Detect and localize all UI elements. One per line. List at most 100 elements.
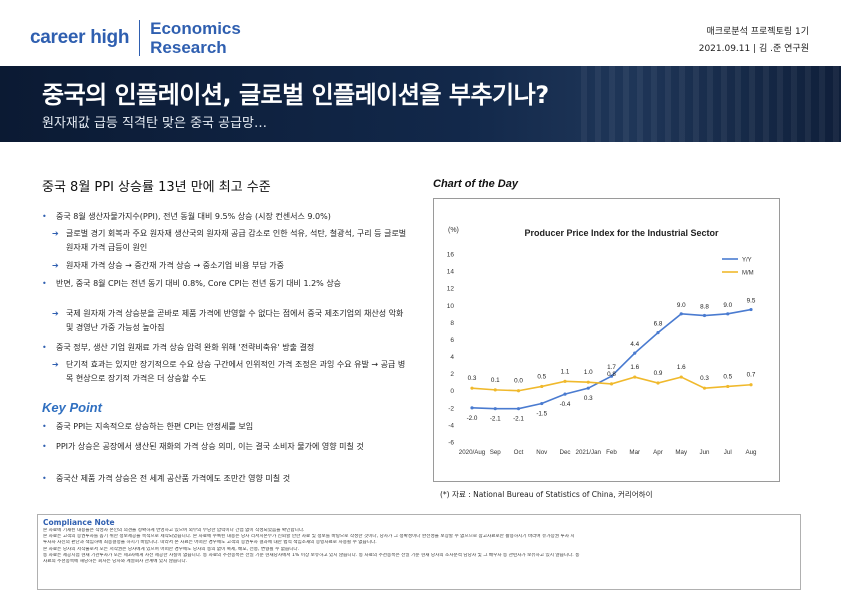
data-point <box>540 384 544 389</box>
data-label: 1.6 <box>677 364 686 371</box>
y-tick-label: 12 <box>447 286 455 293</box>
x-tick-label: Nov <box>536 449 548 456</box>
chart-of-the-day-label: Chart of the Day <box>433 178 518 190</box>
data-label: -0.4 <box>560 401 571 408</box>
chart-title: Producer Price Index for the Industrial … <box>524 228 719 238</box>
x-tick-label: Feb <box>606 449 617 456</box>
data-label: 0.7 <box>747 372 756 379</box>
data-point <box>563 392 567 396</box>
data-label: 1.0 <box>584 369 593 376</box>
data-point <box>656 381 660 385</box>
compliance-line: 자료의 추천종목에 해당하는 회사는 당사와 계열회사 관계에 있지 않습니다. <box>43 559 188 565</box>
data-point <box>633 375 637 379</box>
data-point <box>702 386 707 390</box>
x-tick-label: Sep <box>490 449 502 456</box>
y-tick-label: -6 <box>448 440 454 447</box>
data-label: 8.8 <box>700 304 709 311</box>
chart-frame: Producer Price Index for the Industrial … <box>433 198 780 482</box>
sub-bullet-item: ➔ 국제 원자재 가격 상승분을 곧바로 제품 가격에 반영할 수 없다는 점에… <box>52 307 412 334</box>
sub-bullet-item: ➔ 원자재 가격 상승 → 중간재 가격 상승 → 중소기업 비용 부담 가중 <box>52 259 412 273</box>
compliance-line: 투자자 자신의 판단과 책임하에 최종결정을 하시기 바랍니다. 따라서 본 자… <box>43 540 377 546</box>
title-banner: 중국의 인플레이션, 글로벌 인플레이션을 부추기나? 원자재값 급등 직격탄 … <box>0 66 841 142</box>
bullet-text: 반면, 중국 8월 CPI는 전년 동기 대비 0.8%, Core CPI는 … <box>56 279 342 288</box>
key-point-item: • PPI가 상승은 공장에서 생산된 재화의 가격 상승 의미, 이는 결국 … <box>42 440 410 454</box>
x-tick-label: Dec <box>559 449 570 456</box>
bullet-item: • 중국 정부, 생산 기업 원재료 가격 상승 압력 완화 위해 '전략비축유… <box>42 341 410 355</box>
data-point <box>516 389 521 393</box>
sub-bullet-text: 원자재 가격 상승 → 중간재 가격 상승 → 중소기업 비용 부담 가중 <box>66 261 285 270</box>
data-label: 1.6 <box>630 364 639 371</box>
data-point <box>470 406 474 410</box>
y-tick-label: 14 <box>447 269 455 276</box>
data-label: 0.3 <box>468 375 477 382</box>
data-point <box>563 379 567 383</box>
data-point <box>493 407 497 411</box>
y-tick-label: 2 <box>450 371 454 378</box>
x-tick-label: Apr <box>653 449 663 456</box>
bullet-dot-icon: • <box>42 343 47 352</box>
logo-division: Economics Research <box>150 19 241 57</box>
page-title: 중국의 인플레이션, 글로벌 인플레이션을 부추기나? <box>42 81 549 109</box>
bullet-dot-icon: • <box>42 442 47 451</box>
y-tick-label: -2 <box>448 405 454 412</box>
arrow-right-icon: ➔ <box>52 261 59 270</box>
data-label: 0.5 <box>537 373 546 380</box>
y-tick-label: 0 <box>450 388 454 395</box>
page-subtitle: 원자재값 급등 직격탄 맞은 중국 공급망… <box>42 116 268 131</box>
arrow-right-icon: ➔ <box>52 229 59 238</box>
bullet-text: 중국 8월 생산자물가지수(PPI), 전년 동월 대비 9.5% 상승 (시장… <box>56 212 331 221</box>
key-point-text: 중국 PPI는 지속적으로 상승하는 한편 CPI는 안정세를 보임 <box>56 422 254 431</box>
logo-divider <box>139 20 141 56</box>
data-point <box>702 313 707 318</box>
data-point <box>726 312 730 316</box>
y-tick-label: 16 <box>447 252 455 259</box>
data-point <box>609 382 614 386</box>
data-label: 0.9 <box>654 370 663 377</box>
data-point <box>609 374 614 378</box>
chart-source: (*) 자료 : National Bureau of Statistics o… <box>440 490 653 499</box>
bullet-dot-icon: • <box>42 279 47 288</box>
report-date-author: 2021.09.11 | 김 .준 연구원 <box>698 44 809 54</box>
compliance-line: 본 자료는 고객의 증권투자를 돕기 위한 정보제공을 목적으로 제작되었습니다… <box>43 534 575 540</box>
banner-decoration <box>581 66 841 142</box>
logo-division-line2: Research <box>150 38 227 57</box>
report-type: 매크로분석 프로젝토링 1기 <box>706 27 809 37</box>
data-label: -2.1 <box>513 416 524 423</box>
data-point <box>679 312 683 316</box>
sub-bullet-text: 단기적 효과는 있지만 장기적으로 수요 상승 구간에서 인위적인 가격 조정은… <box>66 360 406 383</box>
y-tick-label: -4 <box>448 422 454 429</box>
data-point <box>656 331 660 335</box>
x-tick-label: Aug <box>745 449 757 456</box>
compliance-line: 본 자료는 당사의 저작물로서 모든 저작권은 당사에게 있으며 어떠한 경우에… <box>43 546 300 552</box>
data-label: 0.0 <box>514 378 523 385</box>
key-point-text: PPI가 상승은 공장에서 생산된 재화의 가격 상승 의미, 이는 결국 소비… <box>56 442 364 451</box>
bullet-item: • 중국 8월 생산자물가지수(PPI), 전년 동월 대비 9.5% 상승 (… <box>42 210 410 224</box>
y-tick-label: 4 <box>450 354 454 361</box>
data-label: 0.3 <box>700 375 709 382</box>
legend-label: M/M <box>742 271 754 277</box>
y-tick-label: 10 <box>447 303 455 310</box>
x-tick-label: Jun <box>700 449 711 456</box>
compliance-title: Compliance Note <box>43 518 115 527</box>
data-label: 9.5 <box>747 298 756 305</box>
x-tick-label: 2021/Jan <box>576 449 602 456</box>
sub-bullet-text: 글로벌 경기 회복과 주요 원자재 생산국의 원자재 공급 감소로 인한 석유,… <box>66 229 407 252</box>
data-point <box>679 375 683 379</box>
data-label: 0.8 <box>607 371 616 378</box>
arrow-right-icon: ➔ <box>52 309 59 318</box>
x-tick-label: Oct <box>514 449 524 456</box>
data-label: 0.1 <box>491 377 500 384</box>
section-title: 중국 8월 PPI 상승률 13년 만에 최고 수준 <box>42 180 271 195</box>
x-tick-label: May <box>675 449 688 456</box>
data-label: 0.3 <box>584 395 593 402</box>
y-tick-label: 8 <box>450 320 454 327</box>
data-label: 4.4 <box>630 341 639 348</box>
data-label: -2.1 <box>490 416 501 423</box>
y-axis-unit-label: (%) <box>448 227 459 234</box>
compliance-line: 본 자료에 기재된 내용들은 작성자 본인의 의견을 정확하게 반영하고 있으며… <box>43 528 305 533</box>
data-point <box>586 386 590 390</box>
y-tick-label: 6 <box>450 337 454 344</box>
arrow-right-icon: ➔ <box>52 360 59 369</box>
series-line-yy <box>471 308 752 410</box>
bullet-text: 중국 정부, 생산 기업 원재료 가격 상승 압력 완화 위해 '전략비축유' … <box>56 343 315 352</box>
